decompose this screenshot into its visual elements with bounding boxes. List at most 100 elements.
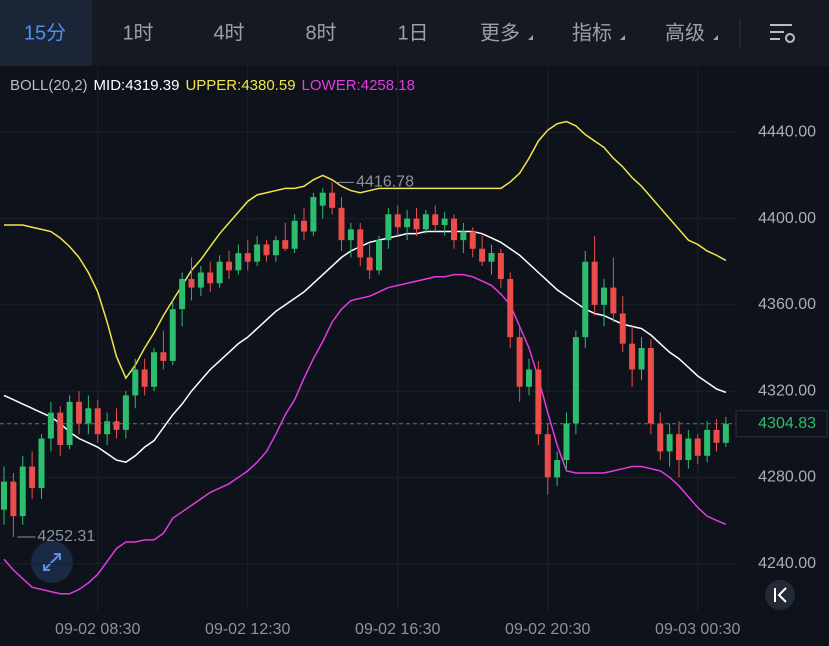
candle-body xyxy=(94,408,101,435)
candle-body xyxy=(713,429,720,443)
candle-body xyxy=(722,423,729,443)
candle-body xyxy=(291,220,298,249)
candle-body xyxy=(47,412,54,439)
expand-button[interactable] xyxy=(31,541,73,583)
candle-body xyxy=(216,261,223,284)
candle-body xyxy=(254,244,261,262)
candle-body xyxy=(629,343,636,370)
candle-body xyxy=(38,438,45,489)
candle-body xyxy=(469,231,476,249)
candle-body xyxy=(29,466,36,489)
candle-body xyxy=(666,434,673,452)
candle-body xyxy=(526,369,532,387)
y-tick-label: 4360.00 xyxy=(758,296,816,313)
candle-body xyxy=(113,421,120,430)
legend-name: LOWER: xyxy=(302,77,361,94)
boll-line xyxy=(4,120,727,380)
candle-body xyxy=(151,352,157,387)
boll-line xyxy=(3,273,727,595)
bands xyxy=(3,120,727,595)
candle-body xyxy=(572,337,579,424)
candle-body xyxy=(685,438,692,461)
candle-body xyxy=(132,369,139,396)
y-tick-label: 4280.00 xyxy=(758,469,816,486)
extreme-label: 4416.78 xyxy=(356,174,414,191)
candle-body xyxy=(376,240,382,271)
candle-body xyxy=(610,287,617,314)
tab[interactable]: 高级 xyxy=(665,21,705,44)
candle-body xyxy=(122,395,129,430)
candle-body xyxy=(619,313,626,344)
candle-body xyxy=(244,253,251,262)
candle-body xyxy=(282,240,289,249)
extreme-label: 4252.31 xyxy=(37,528,95,545)
candle-body xyxy=(10,481,17,517)
candle-body xyxy=(432,214,439,226)
candle-body xyxy=(366,257,373,271)
candle-body xyxy=(507,278,514,338)
candle-body xyxy=(1,481,7,510)
candle-body xyxy=(76,401,82,424)
candle-body xyxy=(657,423,664,452)
grid xyxy=(0,66,738,611)
active-tab-bg xyxy=(0,0,92,66)
indicator-name: BOLL(20,2) xyxy=(10,77,88,94)
last-price-box xyxy=(735,410,828,438)
legend-value: 4258.18 xyxy=(361,77,415,94)
boll-line xyxy=(3,230,727,464)
candle-body xyxy=(544,434,551,478)
dropdown-caret xyxy=(713,35,718,40)
candle-body xyxy=(347,229,354,241)
x-tick-label: 09-02 12:30 xyxy=(205,621,291,638)
y-tick-label: 4440.00 xyxy=(758,124,816,141)
legend-name: UPPER: xyxy=(185,77,241,94)
candle-body xyxy=(197,272,204,288)
legend-value: 4319.39 xyxy=(125,77,179,94)
candle-body xyxy=(676,434,682,461)
candle-body xyxy=(479,248,486,262)
candle-body xyxy=(488,253,495,262)
candle-body xyxy=(441,218,448,226)
tab[interactable]: 8时 xyxy=(305,21,336,44)
candle-body xyxy=(601,287,607,305)
tab[interactable]: 指标 xyxy=(572,21,612,44)
settings-icon[interactable] xyxy=(770,24,795,43)
legend-value: 4380.59 xyxy=(241,77,295,94)
candle-body xyxy=(179,278,186,310)
candle-body xyxy=(694,438,701,456)
candle-body xyxy=(554,460,561,478)
indicator-legend: BOLL(20,2) MID:4319.39 UPPER:4380.59 LOWER:… xyxy=(10,77,415,94)
candle-body xyxy=(563,423,570,461)
candle-body xyxy=(66,401,73,445)
back-to-latest-button[interactable] xyxy=(765,580,795,610)
tab[interactable]: 1日 xyxy=(397,22,428,44)
candle-body xyxy=(582,261,589,338)
candle-body xyxy=(516,337,523,387)
candle-body xyxy=(141,369,148,387)
candle-body xyxy=(329,192,336,208)
candle-body xyxy=(301,220,307,232)
tab[interactable]: 4时 xyxy=(213,21,244,44)
x-tick-label: 09-02 16:30 xyxy=(355,621,441,638)
candle-body xyxy=(460,231,467,241)
dropdown-caret xyxy=(620,35,625,40)
labels: 4240.00 4280.00 4320.00 4360.00 4400.00 4440.… xyxy=(0,124,828,638)
tab[interactable]: 15分 xyxy=(24,21,66,44)
y-tick-label: 4320.00 xyxy=(758,382,816,399)
tab[interactable]: 1时 xyxy=(122,21,153,44)
candle-body xyxy=(404,218,411,228)
tab-bar xyxy=(0,0,829,66)
y-tick-label: 4400.00 xyxy=(758,210,816,227)
candle-body xyxy=(497,253,504,279)
candle-body xyxy=(704,429,711,456)
candle-body xyxy=(272,240,279,256)
tab[interactable]: 更多 xyxy=(480,21,520,44)
candle-body xyxy=(535,369,542,435)
candle-body xyxy=(85,408,92,424)
candle-body xyxy=(422,214,429,230)
candle-body xyxy=(57,412,64,445)
candle-body xyxy=(591,261,598,305)
